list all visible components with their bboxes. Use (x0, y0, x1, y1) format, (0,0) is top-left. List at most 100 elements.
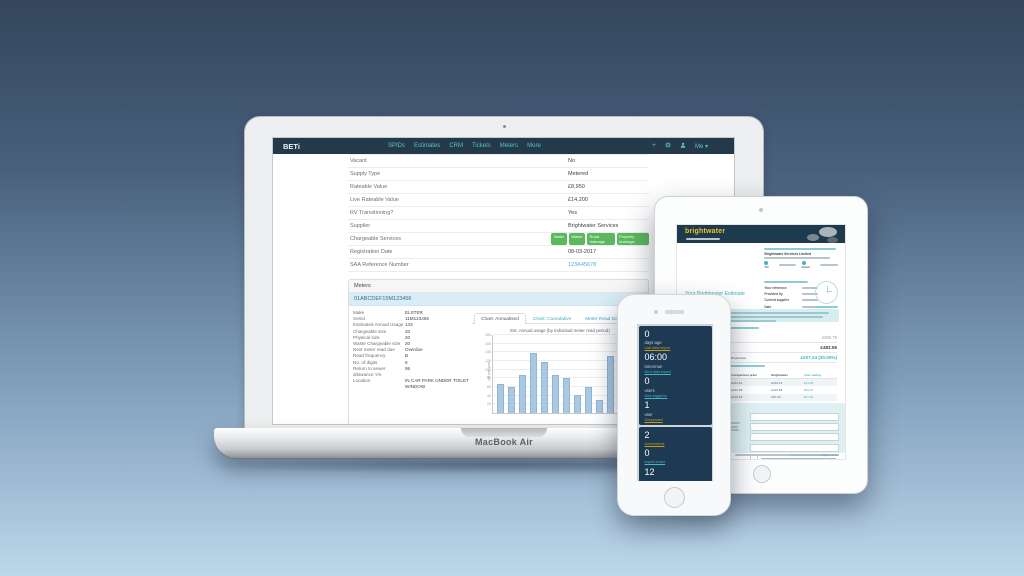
position-field[interactable] (750, 433, 839, 442)
chart-tab[interactable]: Meter Read Data (585, 316, 622, 322)
nav-item[interactable]: CRM (449, 143, 463, 149)
charge-value: £483.55 (820, 345, 837, 350)
bar (551, 374, 560, 413)
consent-text (761, 454, 839, 459)
text-skeleton (764, 248, 837, 250)
info-label: Your reference (764, 286, 787, 290)
ipad-home-button[interactable] (753, 465, 771, 483)
property-label: Chargeable Services (350, 236, 402, 242)
signed-field[interactable] (750, 413, 839, 421)
metric: 06:00 tomorrow Next data import (644, 352, 706, 374)
macbook-hinge-notch (461, 428, 547, 437)
meter-detail-label: Chargeable size (353, 328, 387, 334)
nav-item[interactable]: SPIDs (387, 143, 405, 149)
dashboard-card: 2 Automations 0 Import errors 12 (638, 427, 712, 481)
text-skeleton (802, 305, 819, 308)
y-tick-label: 180 (485, 333, 491, 337)
info-label: Provided by (764, 292, 783, 297)
y-tick-label: 20 (487, 402, 491, 407)
services-cell: £72.48 (803, 380, 814, 385)
services-cell: £87.04 (771, 395, 781, 400)
meter-detail-label: Return to sewer allowance Y/e (353, 365, 386, 377)
metric-value: 0 (644, 376, 650, 387)
nav-item[interactable]: Tickets (471, 143, 491, 149)
add-icon[interactable]: + (652, 141, 656, 149)
service-badges: Water Waste Road drainage Property drainage (551, 233, 649, 245)
iphone-speaker (664, 310, 684, 314)
user-menu[interactable]: Me ▾ (694, 143, 708, 150)
y-tick-label: 80 (487, 376, 491, 381)
property-label: Live Rateable Value (350, 197, 399, 203)
meter-detail-label: Location (353, 378, 371, 384)
meter-detail-value: 20 (405, 340, 411, 346)
gridline (493, 377, 640, 379)
property-label: Rateable Value (350, 184, 388, 190)
services-col-header: Your saving (803, 372, 821, 377)
chart-tab[interactable]: Chart: Annualised (474, 313, 526, 324)
services-col-header: Brightwater (771, 372, 789, 377)
beti-navbar: BETi SPIDs Estimates CRM Tickets Meters More … (273, 138, 734, 154)
iphone-screen: 0 days ago Last data import 06:00 tomorr… (637, 324, 713, 481)
metric: 1 user Suspended (644, 400, 706, 422)
settings-icon[interactable] (665, 142, 671, 151)
device-label: MacBook Air (475, 437, 533, 447)
nav-item[interactable]: Meters (499, 143, 519, 149)
metric-label: user (644, 411, 653, 417)
y-tick-label: 140 (485, 350, 491, 355)
meter-detail-row: Next meter read due Overdue (353, 347, 470, 353)
chart-title: Est. Annual usage (by individual meter r… (510, 328, 610, 333)
company-name: Brightwater Services Limited (764, 252, 812, 256)
metric: 0 users Now logged in (644, 376, 706, 398)
property-value: Metered (568, 171, 589, 177)
metric-link[interactable]: Automations (644, 441, 665, 446)
property-value: £14,200 (568, 197, 588, 203)
nav-item[interactable]: More (527, 143, 541, 149)
logo-tagline-skeleton (686, 237, 720, 240)
nav-item[interactable]: Estimates (413, 143, 441, 149)
meter-detail-value: 20 (405, 328, 411, 334)
print-name-field[interactable] (750, 423, 839, 432)
services-cell: £241.61 (731, 380, 743, 385)
webcam-icon (503, 125, 506, 128)
user-icon[interactable] (680, 142, 686, 151)
metric-label: tomorrow (644, 363, 662, 369)
iphone-home-button[interactable] (663, 487, 685, 508)
metric-link[interactable]: Suspended (644, 417, 663, 422)
info-row: Current supplier (764, 298, 819, 302)
property-value: 123A45678 (568, 262, 597, 268)
y-tick-label: 120 (485, 359, 491, 364)
metric-link[interactable]: Import errors (644, 460, 666, 465)
chart-tab[interactable]: Chart: Cumulative (532, 316, 572, 322)
gridline (493, 360, 640, 361)
quote-info-block: Your reference Provided by Current supplie… (764, 281, 819, 311)
property-label: Vacant (350, 158, 367, 164)
metric: 12 (645, 467, 706, 478)
iphone-camera-icon (654, 310, 658, 314)
bar (562, 378, 571, 413)
property-table: Vacant No Supply Type Metered Rateable V… (348, 154, 649, 272)
metric-link[interactable]: Last data import (644, 345, 671, 350)
date-field[interactable] (750, 443, 839, 452)
info-label: Date (764, 304, 772, 309)
brightwater-logo: brightwater (685, 228, 726, 235)
meter-detail-row: Make ELSTER (353, 310, 470, 316)
metric-link[interactable]: Next data import (644, 369, 671, 374)
meter-detail-value: B (405, 353, 409, 359)
meter-detail-row: No. of digits 6 (353, 360, 470, 366)
info-row: Your reference (764, 286, 819, 290)
meter-detail-value: 20 (405, 334, 411, 340)
meter-id-row[interactable]: 01ABCDEF15M123456 (349, 293, 648, 306)
meter-panel-body: Make ELSTER Serial 11M123456 Estimated A… (349, 306, 648, 424)
y-tick-label: 100 (485, 367, 491, 372)
meter-detail-label: Read frequency (353, 353, 386, 359)
gridline (493, 351, 640, 353)
text-skeleton (764, 257, 831, 259)
text-skeleton (802, 299, 819, 302)
metric-link[interactable]: Now logged in (644, 393, 668, 398)
meter-detail-value: 95 (405, 365, 411, 371)
brightwater-header: brightwater (677, 225, 845, 243)
bar (540, 361, 549, 413)
meter-detail-row: Estimated Annual Usage 143 (353, 322, 470, 328)
property-label: SAA Reference Number (350, 262, 409, 268)
app-logo[interactable]: BETi (283, 141, 300, 151)
